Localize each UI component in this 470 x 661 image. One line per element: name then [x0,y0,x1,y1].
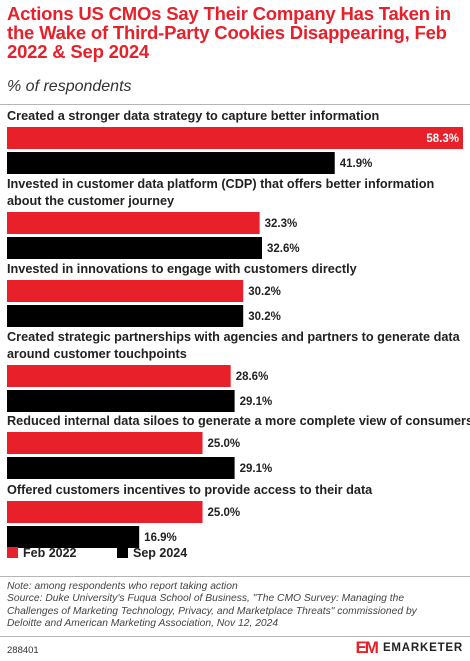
value-label: 58.3% [426,133,459,145]
value-label: 25.0% [208,438,241,450]
source-line: Source: Duke University's Fuqua School o… [7,593,465,605]
value-label: 32.3% [265,218,298,230]
category-label: Invested in innovations to engage with c… [7,262,357,276]
value-label: 29.1% [240,396,273,408]
value-label: 29.1% [240,463,273,475]
bar-feb-2022 [7,432,203,454]
bar-chart: Created a stronger data strategy to capt… [0,105,470,575]
bar-sep-2024 [7,305,243,327]
value-label: 41.9% [340,158,373,170]
chart-title: Actions US CMOs Say Their Company Has Ta… [7,4,465,61]
footer-divider [0,636,470,637]
value-label: 25.0% [208,507,241,519]
note-line: Note: among respondents who report takin… [7,581,465,593]
category-label: Reduced internal data siloes to generate… [7,414,470,428]
bar-sep-2024 [7,457,235,479]
bar-feb-2022 [7,501,203,523]
legend-swatch [117,547,128,558]
value-label: 16.9% [144,532,177,544]
legend-swatch [7,547,18,558]
category-label: about the customer journey [7,194,174,208]
category-label: Created a stronger data strategy to capt… [7,109,379,123]
bar-sep-2024 [7,152,335,174]
category-label: Invested in customer data platform (CDP)… [7,177,434,191]
source-line: Deloitte and American Marketing Associat… [7,618,465,630]
bottom-divider [0,576,470,577]
bar-sep-2024 [7,526,139,548]
legend-label: Sep 2024 [133,546,187,560]
chart-subtitle: % of respondents [7,78,132,96]
brand-name: EMARKETER [383,642,463,654]
bar-sep-2024 [7,390,235,412]
chart-id: 288401 [7,645,39,656]
legend-label: Feb 2022 [23,546,77,560]
source-line: Challenges of Marketing Technology, Priv… [7,606,465,618]
bar-feb-2022 [7,280,243,302]
category-label: Offered customers incentives to provide … [7,483,373,497]
category-label: around customer touchpoints [7,347,187,361]
value-label: 30.2% [248,286,281,298]
value-label: 28.6% [236,371,269,383]
bar-sep-2024 [7,237,262,259]
category-label: Created strategic partnerships with agen… [7,330,461,344]
chart-note: Note: among respondents who report takin… [7,581,465,631]
em-logo-mark: EM [355,638,377,658]
bar-feb-2022 [7,212,260,234]
bar-feb-2022 [7,127,463,149]
value-label: 30.2% [248,311,281,323]
brand-logo[interactable]: EM EMARKETER [355,638,463,658]
bar-feb-2022 [7,365,231,387]
value-label: 32.6% [267,243,300,255]
